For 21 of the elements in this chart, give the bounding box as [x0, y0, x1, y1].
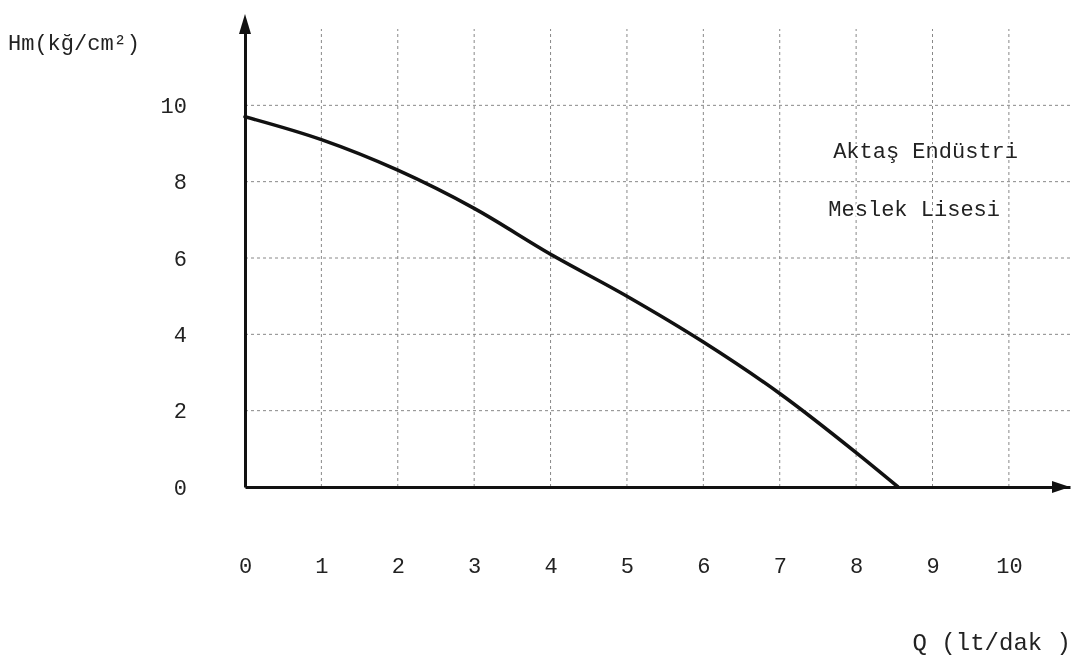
x-tick-label: 5 — [620, 554, 635, 580]
x-tick-label: 1 — [315, 554, 329, 580]
y-tick-label: 8 — [173, 171, 187, 197]
y-tick-label: 10 — [160, 94, 187, 120]
x-axis-title: Q (lt/dak ) — [912, 630, 1071, 657]
x-tick-label: 6 — [697, 554, 711, 580]
x-tick-label: 10 — [996, 554, 1023, 580]
x-tick-label: 8 — [850, 554, 864, 580]
annotation: Aktaş Endüstri — [833, 140, 1018, 165]
y-tick-label: 4 — [173, 323, 187, 349]
y-tick-label: 0 — [173, 476, 187, 502]
x-tick-label: 3 — [468, 554, 482, 580]
x-tick-label: 0 — [238, 554, 253, 580]
x-tick-label: 9 — [926, 554, 940, 580]
x-tick-label: 2 — [391, 554, 405, 580]
annotation: Meslek Lisesi — [828, 198, 1000, 223]
x-tick-label: 4 — [544, 554, 558, 580]
y-tick-label: 6 — [173, 247, 187, 273]
y-tick-label: 2 — [173, 400, 187, 426]
y-axis-title: Hm(kğ/cm²) — [8, 32, 141, 57]
x-tick-label: 7 — [773, 554, 787, 580]
